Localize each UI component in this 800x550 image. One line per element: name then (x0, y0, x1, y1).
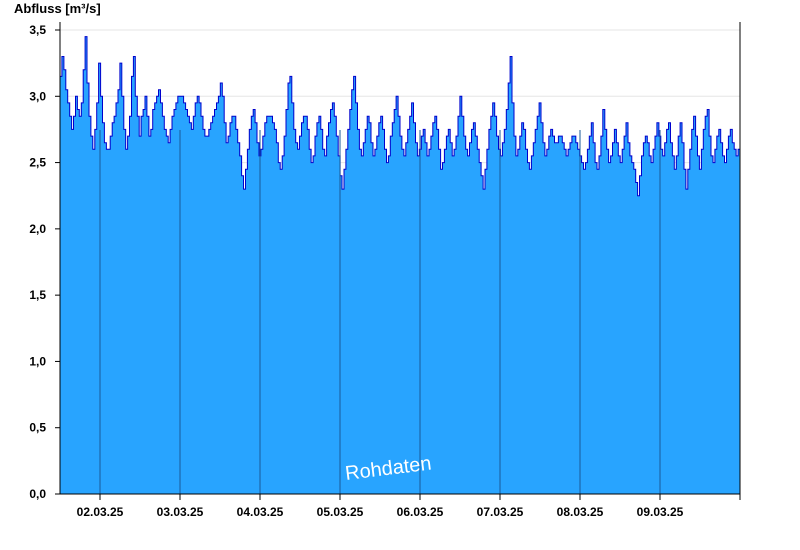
x-tick-label: 04.03.25 (237, 505, 284, 519)
discharge-area (60, 36, 741, 494)
x-tick-label: 03.03.25 (157, 505, 204, 519)
day-separators (99, 130, 661, 494)
y-tick-label: 0,5 (29, 421, 46, 435)
x-tick-label: 08.03.25 (557, 505, 604, 519)
y-tick-label: 1,0 (29, 354, 46, 368)
y-axis-label: Abfluss [m³/s] (14, 1, 101, 16)
x-tick-label: 05.03.25 (317, 505, 364, 519)
y-ticks: 0,0 0,5 1,0 1,5 2,0 2,5 3,0 3,5 (29, 23, 60, 501)
discharge-fill (60, 36, 740, 494)
y-tick-label: 2,5 (29, 156, 46, 170)
x-tick-label: 02.03.25 (77, 505, 124, 519)
y-tick-label: 0,0 (29, 487, 46, 501)
y-tick-label: 3,5 (29, 23, 46, 37)
y-tick-label: 2,0 (29, 222, 46, 236)
x-ticks: 02.03.25 03.03.25 04.03.25 05.03.25 06.03.25… (77, 494, 741, 519)
x-tick-label: 07.03.25 (477, 505, 524, 519)
y-tick-label: 1,5 (29, 288, 46, 302)
x-tick-label: 09.03.25 (637, 505, 684, 519)
y-tick-label: 3,0 (29, 89, 46, 103)
axes (59, 22, 741, 495)
x-tick-label: 06.03.25 (397, 505, 444, 519)
discharge-line (60, 36, 741, 197)
